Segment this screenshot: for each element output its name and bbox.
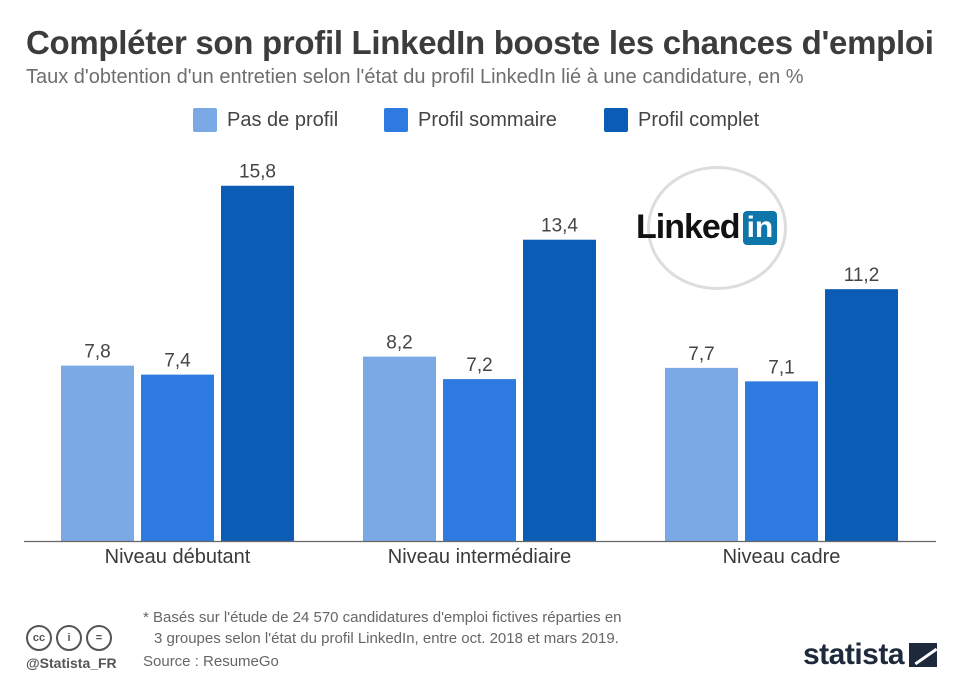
legend-label: Pas de profil (227, 108, 339, 131)
bar-3-1 (221, 185, 294, 542)
bar-2-2 (443, 379, 516, 541)
legend-swatch (193, 108, 217, 132)
bar-2-1 (141, 374, 214, 541)
footnote: * Basés sur l'étude de 24 570 candidatur… (143, 607, 622, 649)
chart-subtitle: Taux d'obtention d'un entretien selon l'… (26, 66, 804, 88)
cc-icon[interactable]: cc (26, 625, 52, 651)
bar-1-1 (61, 365, 134, 541)
data-label: 7,2 (466, 355, 492, 376)
bar-3-2 (523, 239, 596, 541)
category-label: Niveau cadre (723, 546, 841, 568)
data-label: 7,8 (84, 342, 110, 363)
data-label: 15,8 (239, 162, 276, 183)
legend-swatch (384, 108, 408, 132)
logo-circle (647, 166, 787, 290)
footnote-line-2: 3 groupes selon l'état du profil LinkedI… (154, 630, 619, 647)
chart-title: Compléter son profil LinkedIn booste les… (26, 24, 934, 61)
statista-mark-icon (909, 643, 938, 667)
legend-item-profil-sommaire: Profil sommaire (384, 108, 557, 132)
legend: Pas de profil Profil sommaire Profil com… (0, 108, 960, 138)
twitter-handle[interactable]: @Statista_FR (26, 655, 117, 671)
category-label: Niveau débutant (105, 546, 251, 568)
data-label: 7,1 (768, 357, 794, 378)
by-icon[interactable]: i (56, 625, 82, 651)
data-label: 7,7 (688, 344, 714, 365)
data-label: 13,4 (541, 216, 578, 237)
license-icons: cc i = (26, 625, 112, 651)
bar-2-3 (745, 381, 818, 541)
data-label: 7,4 (164, 351, 191, 372)
linkedin-logo-text: Linked (636, 208, 741, 246)
brand-text: statista (803, 638, 905, 671)
bar-3-3 (825, 289, 898, 541)
category-label: Niveau intermédiaire (388, 546, 571, 568)
linkedin-logo-box: in (742, 210, 778, 245)
bar-1-3 (665, 367, 738, 541)
legend-label: Profil complet (638, 108, 760, 131)
footnote-line-1: * Basés sur l'étude de 24 570 candidatur… (143, 609, 622, 626)
source-text: Source : ResumeGo (143, 653, 279, 670)
legend-item-pas-de-profil: Pas de profil (193, 108, 338, 132)
data-label: 11,2 (844, 265, 880, 286)
nd-icon[interactable]: = (86, 625, 112, 651)
linkedin-logo-icon: Linked in (636, 208, 778, 247)
legend-swatch (604, 108, 628, 132)
bar-1-2 (363, 356, 436, 541)
legend-item-profil-complet: Profil complet (604, 108, 759, 132)
data-label: 8,2 (386, 333, 412, 354)
statista-logo[interactable]: statista (803, 638, 938, 672)
legend-label: Profil sommaire (418, 108, 557, 131)
